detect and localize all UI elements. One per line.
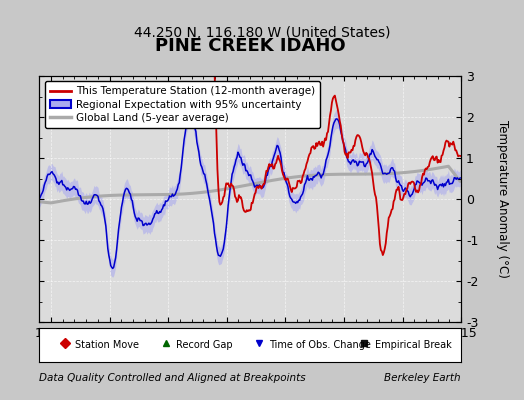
Text: Record Gap: Record Gap [177,340,233,350]
Y-axis label: Temperature Anomaly (°C): Temperature Anomaly (°C) [496,120,509,278]
Text: Berkeley Earth: Berkeley Earth [385,373,461,383]
Text: Station Move: Station Move [75,340,139,350]
Text: Empirical Break: Empirical Break [375,340,451,350]
Legend: This Temperature Station (12-month average), Regional Expectation with 95% uncer: This Temperature Station (12-month avera… [45,81,320,128]
Text: Data Quality Controlled and Aligned at Breakpoints: Data Quality Controlled and Aligned at B… [39,373,306,383]
Title: PINE CREEK IDAHO: PINE CREEK IDAHO [155,37,345,55]
Text: 44.250 N, 116.180 W (United States): 44.250 N, 116.180 W (United States) [134,26,390,40]
Text: Time of Obs. Change: Time of Obs. Change [269,340,371,350]
